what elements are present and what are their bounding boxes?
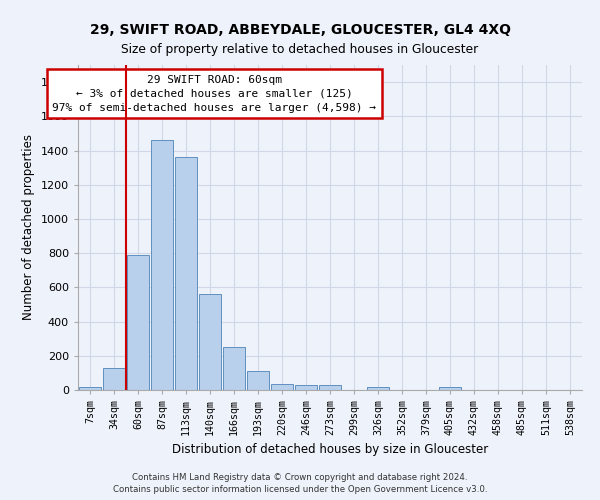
Text: 29, SWIFT ROAD, ABBEYDALE, GLOUCESTER, GL4 4XQ: 29, SWIFT ROAD, ABBEYDALE, GLOUCESTER, G…: [89, 22, 511, 36]
Bar: [79, 388, 101, 390]
Bar: [127, 255, 149, 390]
Bar: [199, 294, 221, 390]
Bar: [223, 347, 245, 390]
Bar: [271, 384, 293, 390]
Text: Contains public sector information licensed under the Open Government Licence v3: Contains public sector information licen…: [113, 485, 487, 494]
Text: Size of property relative to detached houses in Gloucester: Size of property relative to detached ho…: [121, 42, 479, 56]
Text: Contains HM Land Registry data © Crown copyright and database right 2024.: Contains HM Land Registry data © Crown c…: [132, 474, 468, 482]
Bar: [247, 371, 269, 390]
Bar: [295, 385, 317, 390]
Bar: [103, 368, 125, 390]
Y-axis label: Number of detached properties: Number of detached properties: [22, 134, 35, 320]
Bar: [319, 385, 341, 390]
X-axis label: Distribution of detached houses by size in Gloucester: Distribution of detached houses by size …: [172, 444, 488, 456]
Bar: [367, 386, 389, 390]
Bar: [439, 388, 461, 390]
Bar: [151, 140, 173, 390]
Text: 29 SWIFT ROAD: 60sqm
← 3% of detached houses are smaller (125)
97% of semi-detac: 29 SWIFT ROAD: 60sqm ← 3% of detached ho…: [52, 74, 376, 113]
Bar: [175, 158, 197, 390]
